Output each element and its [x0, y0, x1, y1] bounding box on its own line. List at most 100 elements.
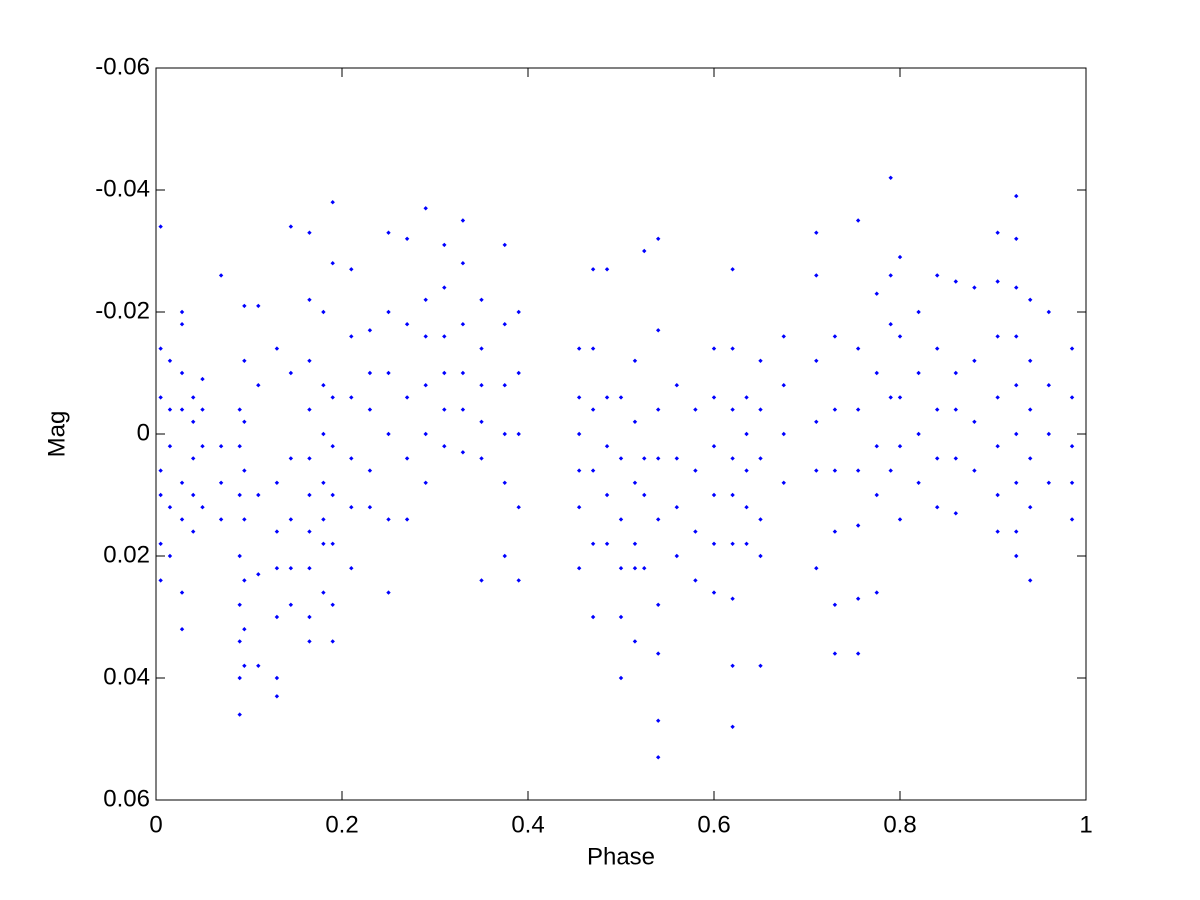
point	[916, 480, 921, 485]
point	[711, 590, 717, 595]
point	[590, 614, 596, 620]
point	[321, 517, 326, 522]
point	[590, 407, 596, 412]
point	[237, 407, 242, 412]
point	[460, 370, 466, 376]
y-tick-label: 0.06	[103, 785, 150, 812]
point	[288, 602, 294, 607]
point	[916, 370, 921, 376]
point	[855, 407, 861, 412]
point	[874, 590, 879, 595]
point	[442, 334, 447, 339]
point	[274, 529, 280, 534]
point	[730, 407, 735, 412]
point	[179, 480, 185, 485]
point	[274, 346, 280, 351]
point	[321, 309, 326, 315]
point	[730, 456, 735, 461]
point	[158, 492, 163, 498]
point	[604, 395, 610, 400]
point	[167, 505, 173, 510]
point	[618, 614, 624, 620]
point	[237, 492, 242, 498]
point	[674, 553, 679, 559]
point	[935, 456, 940, 461]
point	[814, 566, 819, 571]
point	[604, 267, 610, 272]
point	[576, 395, 582, 400]
point	[330, 541, 335, 546]
point	[442, 285, 447, 290]
point	[832, 651, 838, 656]
point	[674, 456, 679, 461]
point	[1069, 444, 1075, 449]
x-tick-label: 0.2	[325, 811, 358, 838]
point	[855, 218, 861, 223]
point	[1014, 553, 1019, 559]
point	[404, 456, 410, 461]
point	[404, 322, 410, 327]
point	[590, 541, 596, 546]
point	[1014, 431, 1019, 437]
point	[995, 334, 1000, 339]
point	[758, 553, 763, 559]
point	[307, 230, 312, 235]
point	[237, 553, 242, 559]
point	[1028, 407, 1033, 412]
y-tick-label: 0	[137, 419, 150, 446]
point	[711, 395, 717, 400]
point	[897, 517, 903, 522]
point	[479, 346, 484, 351]
point	[237, 602, 242, 607]
point	[330, 200, 335, 205]
point	[972, 468, 977, 473]
point	[1046, 431, 1051, 437]
point	[1014, 193, 1019, 199]
point	[330, 261, 335, 266]
point	[730, 663, 735, 668]
point	[349, 395, 354, 400]
point	[590, 267, 596, 272]
point	[242, 419, 247, 424]
point	[832, 334, 838, 339]
point	[442, 444, 447, 449]
point	[642, 492, 647, 498]
point	[349, 505, 354, 510]
point	[191, 419, 196, 424]
point	[730, 541, 735, 546]
point	[242, 303, 247, 309]
point	[367, 407, 373, 412]
point	[855, 523, 861, 528]
point	[274, 566, 280, 571]
point	[855, 468, 861, 473]
point	[237, 712, 242, 717]
point	[242, 358, 247, 363]
point	[330, 492, 335, 498]
point	[897, 395, 903, 400]
point	[758, 517, 763, 522]
point	[781, 383, 786, 388]
point	[855, 346, 861, 351]
point	[1069, 346, 1075, 351]
point	[158, 541, 163, 546]
point	[307, 358, 312, 363]
point	[423, 334, 428, 339]
point	[237, 639, 242, 644]
point	[1069, 480, 1075, 485]
point	[1069, 395, 1075, 400]
point	[288, 456, 294, 461]
point	[888, 175, 893, 180]
point	[814, 230, 819, 235]
point	[274, 614, 280, 620]
point	[832, 529, 838, 534]
point	[158, 395, 163, 400]
point	[855, 596, 861, 601]
point	[897, 254, 903, 260]
point	[502, 480, 507, 485]
point	[442, 407, 447, 412]
point	[618, 395, 624, 400]
point	[516, 578, 521, 583]
point	[995, 444, 1000, 449]
y-tick-label: 0.04	[103, 663, 150, 690]
